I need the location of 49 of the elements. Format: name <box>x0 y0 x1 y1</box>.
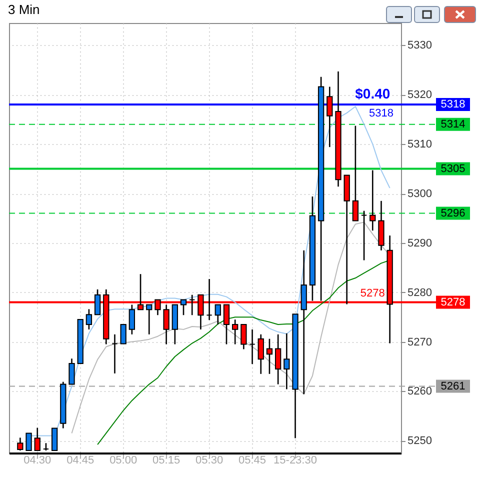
candlestick <box>240 324 247 350</box>
candlestick <box>249 328 256 365</box>
candlestick <box>258 334 264 375</box>
candlestick <box>284 332 290 390</box>
candlestick <box>326 86 333 148</box>
y-tick-label: 5290 <box>408 237 432 250</box>
candlestick <box>189 294 196 316</box>
ref-line-label: 5305 <box>440 162 466 175</box>
candlestick <box>352 125 359 222</box>
candlestick <box>120 324 126 344</box>
y-tick-label: 5310 <box>408 138 432 151</box>
candlestick <box>68 358 75 385</box>
y-tick-label: 5300 <box>408 188 432 200</box>
chart-title: 3 Min <box>8 2 40 17</box>
annotation: 5278 <box>360 287 385 300</box>
candlestick <box>360 210 368 261</box>
x-tick-label: 05:15 <box>152 454 180 466</box>
candlestick <box>180 299 187 316</box>
candlestick <box>86 308 92 330</box>
ref-line-label: 5296 <box>440 207 466 220</box>
y-tick-label: 5270 <box>408 336 432 348</box>
candlestick <box>370 170 376 232</box>
x-tick-label: 04:30 <box>24 454 52 466</box>
ref-line-label: 5278 <box>440 296 466 308</box>
candlestick <box>94 288 101 316</box>
candlestick <box>232 318 238 345</box>
candlestick <box>274 334 282 385</box>
ref-line-label: 5318 <box>440 98 466 111</box>
y-tick-label: 5280 <box>408 286 432 299</box>
x-tick-label: 05:45 <box>238 454 266 466</box>
candlestick <box>266 338 273 375</box>
y-tick-label: 5330 <box>408 40 432 52</box>
x-tick-label: 05:00 <box>110 454 138 466</box>
x-tick-label: 04:45 <box>66 454 94 466</box>
annotation: 5318 <box>368 108 394 120</box>
candlestick <box>214 304 221 326</box>
y-tick-label: 5320 <box>408 89 432 102</box>
ref-line-label: 5261 <box>440 380 466 392</box>
y-tick-label: 5260 <box>408 386 432 398</box>
x-tick-label: 05:30 <box>196 454 224 466</box>
candlestick <box>112 334 118 374</box>
candlestick <box>206 278 212 321</box>
ref-line-label: 5314 <box>440 118 466 130</box>
x-tick-label: 15-23:30 <box>274 454 317 466</box>
candlestick <box>146 304 152 336</box>
annotation: $0.40 <box>355 86 390 102</box>
candlestick <box>128 304 136 336</box>
candlestick <box>17 437 24 452</box>
y-tick-label: 5250 <box>408 435 432 448</box>
